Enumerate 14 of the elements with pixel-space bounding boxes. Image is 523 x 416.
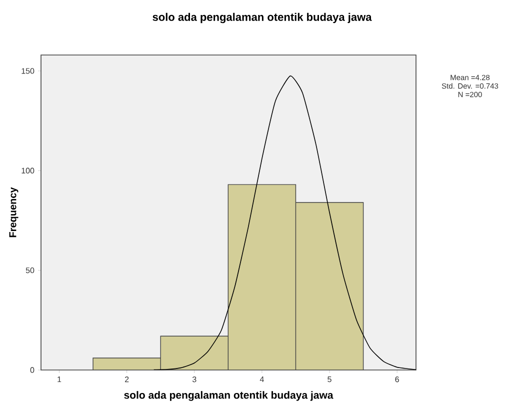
- x-tick-label: 2: [124, 376, 129, 382]
- chart-title: solo ada pengalaman otentik budaya jawa: [152, 12, 372, 24]
- y-tick-label: 50: [26, 267, 34, 274]
- x-tick-label: 5: [328, 376, 332, 382]
- x-tick-label: 6: [395, 376, 399, 382]
- y-axis-title: Frequency: [9, 187, 18, 238]
- y-tick-label: 150: [22, 68, 34, 74]
- x-tick-label: 1: [58, 376, 62, 382]
- x-tick-label: 3: [192, 376, 196, 382]
- y-tick-label: 0: [30, 367, 34, 373]
- x-axis-title: solo ada pengalaman otentik budaya jawa: [124, 391, 334, 401]
- y-tick-label: 100: [22, 168, 34, 174]
- x-tick-label: 4: [260, 376, 264, 382]
- line-series: [153, 76, 416, 370]
